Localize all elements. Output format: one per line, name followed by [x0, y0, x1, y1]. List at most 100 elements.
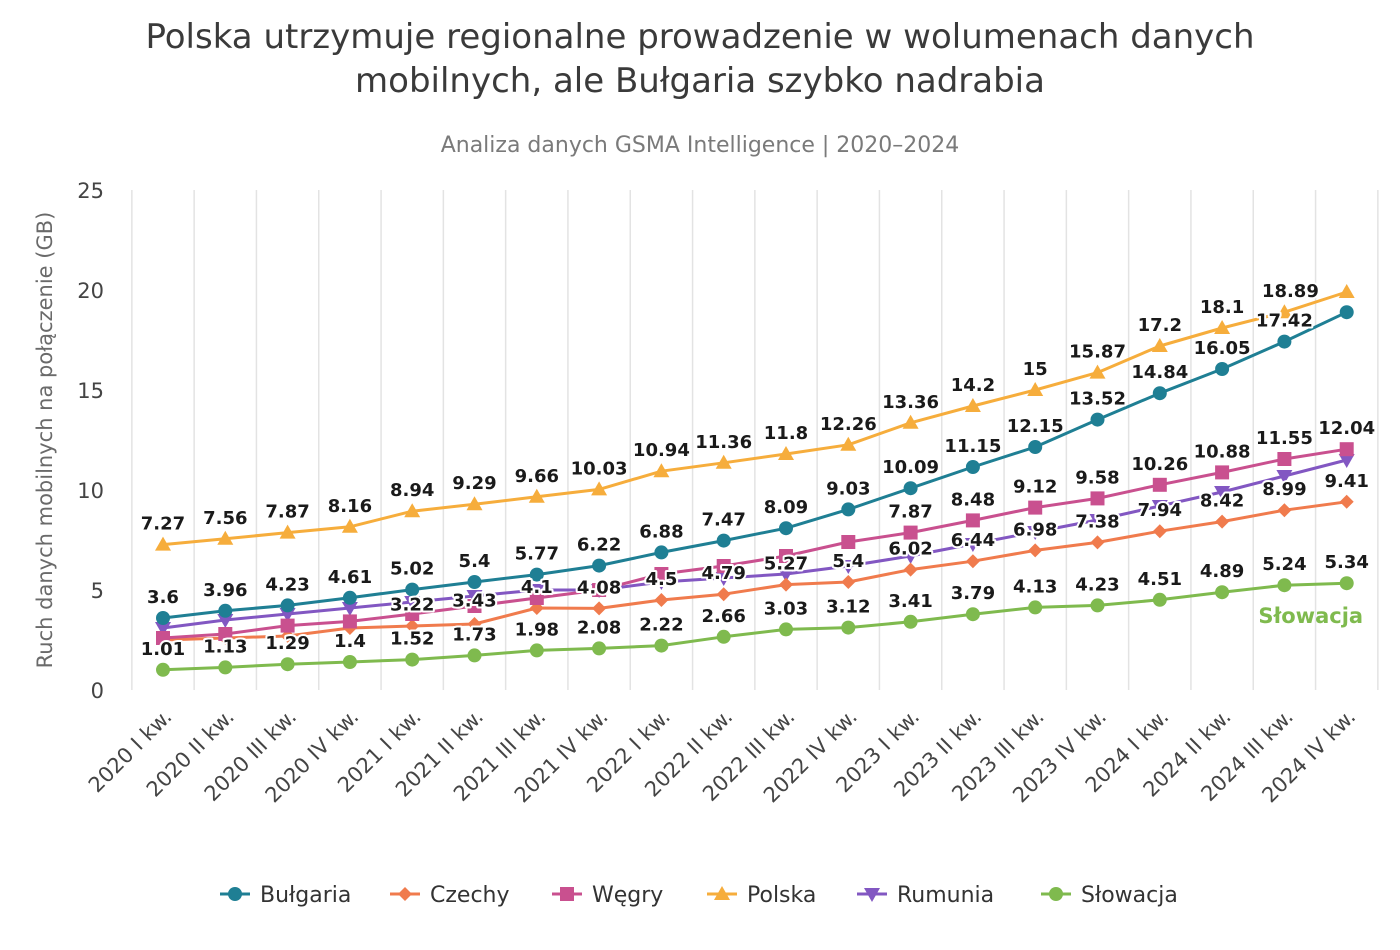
data-label: 9.03 — [826, 478, 870, 499]
data-point — [592, 558, 607, 573]
data-label: 9.66 — [515, 466, 559, 487]
data-point — [466, 590, 483, 604]
data-point — [218, 660, 233, 675]
y-tick-label: 10 — [77, 479, 104, 503]
data-point — [654, 567, 669, 581]
data-label: 14.84 — [1131, 362, 1188, 383]
data-label: 8.16 — [328, 496, 372, 517]
data-label: 5.02 — [390, 559, 434, 580]
data-point — [965, 607, 980, 622]
data-point — [779, 577, 793, 592]
legend-label: Rumunia — [897, 883, 994, 908]
data-point — [341, 518, 358, 533]
data-point — [591, 481, 608, 496]
data-point — [1152, 477, 1167, 492]
series-line — [162, 581, 1347, 672]
data-point — [779, 622, 793, 637]
data-label: 18.1 — [1200, 297, 1244, 318]
data-label: 9.41 — [1324, 471, 1368, 492]
data-point — [1215, 362, 1230, 376]
data-label: 6.44 — [951, 530, 995, 551]
data-label: 3.43 — [452, 590, 496, 611]
x-axis-ticks: 2020 I kw.2020 II kw.2020 III kw.2020 IV… — [84, 705, 1360, 808]
data-point — [279, 524, 296, 539]
data-label: 3.03 — [764, 598, 808, 619]
data-point — [342, 590, 357, 605]
data-label: 5.24 — [1262, 554, 1306, 575]
data-label: 3.41 — [888, 591, 932, 612]
data-point — [778, 568, 794, 582]
data-label: 1.73 — [452, 624, 496, 645]
data-point — [156, 662, 170, 677]
data-point — [342, 655, 357, 669]
y-axis-ticks: 0 5 10 15 20 25 — [77, 179, 104, 703]
legend-label: Czechy — [430, 883, 510, 908]
data-point — [156, 611, 170, 625]
data-label: 12.04 — [1318, 418, 1375, 439]
data-label: 2.08 — [577, 617, 621, 638]
data-label: 10.94 — [633, 440, 690, 461]
data-label: 4.08 — [577, 577, 621, 598]
data-point — [1090, 535, 1105, 550]
data-label: 4.23 — [1075, 574, 1119, 595]
data-point — [1339, 576, 1354, 591]
data-point — [779, 549, 793, 563]
data-point — [1028, 440, 1043, 454]
data-point — [841, 575, 856, 589]
data-label: 11.36 — [695, 432, 752, 453]
data-label: 7.56 — [203, 508, 247, 529]
data-label: 6.22 — [577, 535, 621, 556]
data-point — [1027, 382, 1044, 396]
data-label: 1.29 — [265, 633, 309, 654]
legend-item: Bułgaria — [220, 883, 351, 908]
legend-item: Polska — [707, 883, 816, 908]
data-point — [716, 559, 731, 573]
data-point — [592, 601, 607, 616]
data-label: 4.13 — [1013, 576, 1057, 597]
data-point — [1276, 304, 1293, 319]
data-label: 11.8 — [764, 423, 808, 444]
data-point — [404, 596, 421, 610]
data-point — [840, 560, 857, 574]
data-point — [1215, 514, 1230, 529]
data-label: 13.52 — [1069, 389, 1126, 410]
data-point — [156, 631, 170, 645]
data-label: 11.15 — [944, 436, 1001, 457]
data-label: 17.2 — [1138, 315, 1182, 336]
data-label: 7.87 — [888, 502, 932, 523]
data-label: 8.99 — [1262, 479, 1306, 500]
data-point — [864, 888, 880, 902]
data-point — [1338, 454, 1355, 468]
data-point — [404, 503, 421, 518]
data-point — [964, 398, 981, 412]
legend-item: Węgry — [552, 883, 663, 908]
data-point — [1277, 503, 1292, 518]
data-label: 4.61 — [328, 567, 372, 588]
data-point — [1090, 412, 1105, 427]
data-point — [529, 567, 544, 582]
data-point — [1277, 334, 1292, 349]
legend-label: Polska — [747, 883, 816, 908]
data-point — [155, 622, 171, 636]
data-label: 3.12 — [826, 597, 870, 618]
data-point — [280, 657, 295, 672]
data-point — [903, 614, 918, 629]
data-point — [467, 617, 482, 631]
data-label: 2.22 — [639, 615, 683, 636]
data-point — [714, 886, 730, 900]
data-point — [1089, 364, 1106, 379]
data-point — [405, 619, 420, 633]
data-point — [341, 602, 358, 616]
data-label: 1.98 — [515, 619, 559, 640]
data-point — [1339, 494, 1354, 509]
data-point — [218, 603, 233, 618]
data-point — [1214, 320, 1231, 334]
data-label: 8.09 — [764, 497, 808, 518]
series-line — [162, 458, 1348, 630]
data-point — [779, 521, 793, 536]
series-line — [162, 500, 1347, 642]
data-label: 18.89 — [1262, 281, 1319, 302]
data-point — [1089, 514, 1106, 528]
data-point — [840, 436, 857, 451]
